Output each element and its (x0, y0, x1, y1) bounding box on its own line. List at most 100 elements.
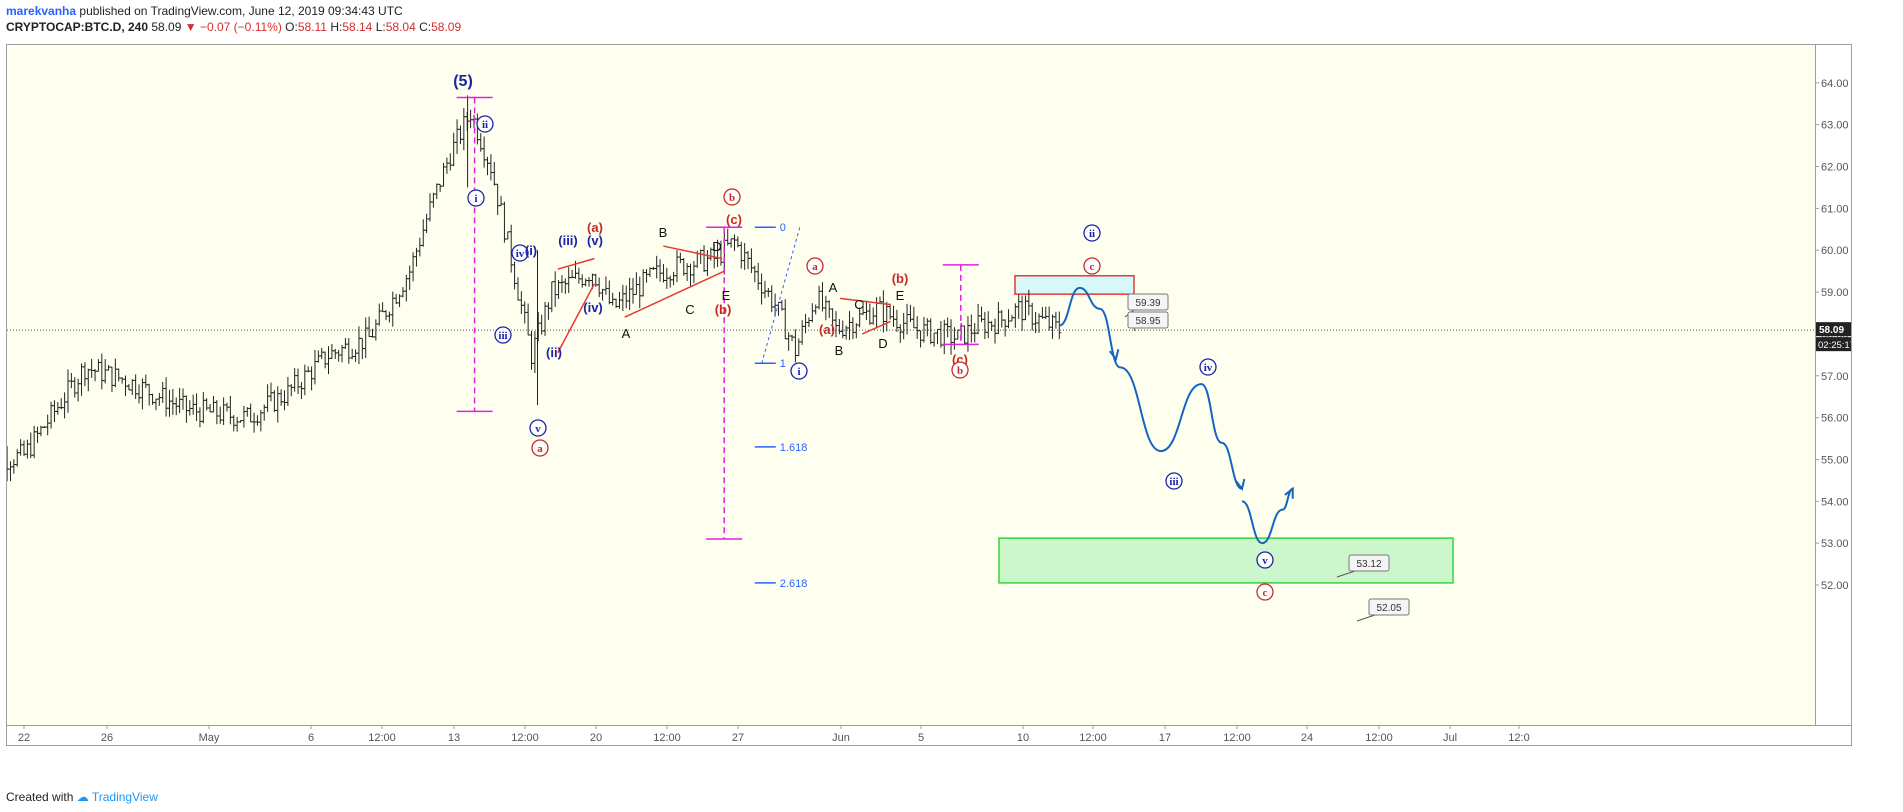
wave-circle (494, 326, 512, 344)
wave-label-text: C (854, 297, 863, 312)
last-price-tag (1816, 322, 1851, 337)
wave-label: (iv) (583, 300, 603, 315)
y-tick-label: 53.00 (1821, 538, 1849, 550)
wave-circle (511, 244, 529, 262)
wave-label-text: i (474, 193, 477, 205)
countdown-tag (1816, 337, 1851, 352)
publish-line: marekvanha published on TradingView.com,… (6, 3, 461, 19)
wave-label: C (854, 297, 863, 312)
author-link[interactable]: marekvanha (6, 4, 77, 18)
x-tick-label: 12:00 (1079, 732, 1107, 744)
price-chart[interactable]: 52.0053.0054.0055.0056.0057.0058.0059.00… (7, 45, 1852, 746)
x-tick-label: May (199, 732, 220, 744)
wave-label: i (467, 189, 485, 207)
high-value: 58.14 (342, 20, 373, 34)
projection-arrow-icon (1235, 478, 1246, 492)
wave-label-text: (a) (587, 220, 603, 235)
wave-label: iii (1165, 472, 1183, 490)
trendline (557, 257, 595, 270)
x-tick-label: Jul (1443, 732, 1457, 744)
wave-label-text: (a) (819, 322, 835, 337)
wave-label-text: c (1090, 261, 1095, 273)
low-label: L: (375, 20, 386, 34)
wave-label: iv (511, 244, 529, 262)
wave-label: iv (1199, 358, 1217, 376)
wave-label-text: A (829, 280, 838, 295)
wave-label-text: (b) (715, 302, 732, 317)
x-tick-label: 5 (918, 732, 924, 744)
wave-circle (467, 189, 485, 207)
wave-label-text: (5) (453, 73, 473, 90)
wave-label: ii (1083, 224, 1101, 242)
wave-label: (a) (819, 322, 835, 337)
wave-label-text: (ii) (546, 345, 562, 360)
wave-circle (1165, 472, 1183, 490)
y-tick-label: 62.00 (1821, 162, 1849, 174)
wave-label: ii (476, 115, 494, 133)
x-tick-label: 12:00 (1365, 732, 1393, 744)
wave-label: iii (494, 326, 512, 344)
wave-label: D (878, 336, 887, 351)
last-price: 58.09 (151, 20, 182, 34)
x-tick-label: 22 (18, 732, 30, 744)
projection-arrow-icon (1284, 486, 1294, 499)
trendline (624, 270, 725, 318)
wave-label: D (712, 239, 721, 254)
y-tick-label: 57.00 (1821, 371, 1849, 383)
wave-label-text: (c) (726, 212, 742, 227)
callout-label: 58.95 (1135, 316, 1160, 327)
tradingview-logo-icon[interactable]: ☁ (76, 790, 89, 804)
wave-label-text: c (1263, 587, 1268, 599)
x-tick-label: 12:00 (511, 732, 539, 744)
wave-label: (b) (715, 302, 732, 317)
x-tick-label: 17 (1159, 732, 1171, 744)
wave-label: (a) (587, 220, 603, 235)
close-value: 58.09 (431, 20, 462, 34)
projection-path (1058, 286, 1243, 490)
wave-circle (951, 361, 969, 379)
symbol-label: CRYPTOCAP:BTC.D, 240 (6, 20, 149, 34)
wave-label-text: (i) (525, 243, 537, 258)
x-tick-label: 20 (590, 732, 602, 744)
open-label: O: (285, 20, 298, 34)
wave-label-text: (b) (892, 271, 909, 286)
wave-label-text: a (537, 443, 543, 455)
close-label: C: (419, 20, 432, 34)
x-tick-label: 27 (732, 732, 744, 744)
wave-label-text: B (659, 225, 668, 240)
fib-level-label: 0 (780, 222, 786, 234)
callout-label: 59.39 (1135, 298, 1160, 309)
chart-area[interactable]: 52.0053.0054.0055.0056.0057.0058.0059.00… (6, 44, 1852, 746)
wave-circle (1083, 257, 1101, 275)
price-change: −0.07 (−0.11%) (199, 20, 282, 34)
y-tick-label: 63.00 (1821, 120, 1849, 132)
wave-label: E (722, 288, 731, 303)
price-callout: 59.39 (1124, 293, 1169, 318)
trendline (839, 297, 891, 306)
y-tick-label: 54.00 (1821, 496, 1849, 508)
wave-label-text: (iii) (558, 233, 578, 248)
wave-label-text: iii (1169, 476, 1178, 488)
wave-label: E (896, 288, 905, 303)
plot-background (7, 45, 1815, 725)
wave-label: b (723, 188, 741, 206)
wave-label: C (685, 302, 694, 317)
countdown-label: 02:25:17 (1818, 340, 1852, 351)
wave-label: v (529, 419, 547, 437)
callout-label: 52.05 (1376, 603, 1401, 614)
x-tick-label: 12:00 (653, 732, 681, 744)
wave-label: (v) (587, 233, 603, 248)
down-triangle-icon: ▼ (184, 20, 197, 34)
y-tick-label: 52.00 (1821, 580, 1849, 592)
callout-leader (1356, 614, 1376, 622)
created-with-label: Created with (6, 790, 74, 804)
wave-label-text: v (1262, 555, 1268, 567)
tradingview-brand-link[interactable]: TradingView (91, 790, 158, 804)
x-tick-label: 24 (1301, 732, 1313, 744)
last-price-tag-label: 58.09 (1819, 325, 1844, 336)
wave-label-text: (iv) (583, 300, 603, 315)
trendline (663, 245, 723, 260)
wave-label: v (1256, 551, 1274, 569)
wave-label: B (835, 343, 844, 358)
wave-label: i (790, 362, 808, 380)
